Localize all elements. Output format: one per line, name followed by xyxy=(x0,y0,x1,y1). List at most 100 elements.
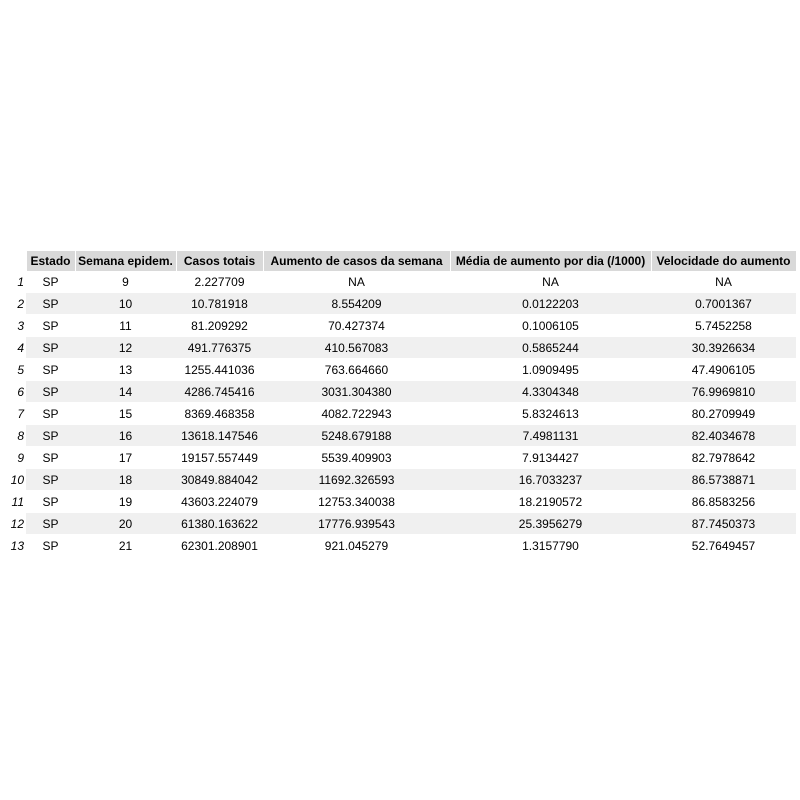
row-index: 13 xyxy=(6,534,26,557)
table-row: 2 SP 10 10.781918 8.554209 0.0122203 0.7001367 xyxy=(6,292,796,315)
table-row: 5 SP 13 1255.441036 763.664660 1.0909495 47.49… xyxy=(6,358,796,381)
cell-casos-totais: 491.776375 xyxy=(176,336,263,359)
table-row: 12 SP 20 61380.163622 17776.939543 25.3956279… xyxy=(6,512,796,535)
cell-media-aumento: 0.1006105 xyxy=(450,314,651,337)
table-row: 8 SP 16 13618.147546 5248.679188 7.4981131 82.… xyxy=(6,424,796,447)
row-index: 9 xyxy=(6,446,26,469)
cell-media-aumento: 7.4981131 xyxy=(450,424,651,447)
cell-casos-totais: 8369.468358 xyxy=(176,402,263,425)
cell-media-aumento: 7.9134427 xyxy=(450,446,651,469)
cell-semana: 11 xyxy=(75,314,176,337)
cell-semana: 20 xyxy=(75,512,176,535)
cell-casos-totais: 4286.745416 xyxy=(176,380,263,403)
header-estado: Estado xyxy=(26,251,76,271)
cell-velocidade: 76.9969810 xyxy=(651,380,796,403)
cell-casos-totais: 1255.441036 xyxy=(176,358,263,381)
table-row: 6 SP 14 4286.745416 3031.304380 4.3304348 76.9… xyxy=(6,380,796,403)
cell-semana: 10 xyxy=(75,292,176,315)
row-index: 7 xyxy=(6,402,26,425)
cell-casos-totais: 81.209292 xyxy=(176,314,263,337)
cell-estado: SP xyxy=(26,534,75,557)
cell-media-aumento: 0.0122203 xyxy=(450,292,651,315)
row-index: 3 xyxy=(6,314,26,337)
row-index: 4 xyxy=(6,336,26,359)
cell-velocidade: 86.8583256 xyxy=(651,490,796,513)
cell-velocidade: 80.2709949 xyxy=(651,402,796,425)
cell-velocidade: 30.3926634 xyxy=(651,336,796,359)
cell-semana: 19 xyxy=(75,490,176,513)
table-row: 7 SP 15 8369.468358 4082.722943 5.8324613 80.2… xyxy=(6,402,796,425)
table-row: 13 SP 21 62301.208901 921.045279 1.3157790 52.… xyxy=(6,534,796,557)
data-table: Estado Semana epidem. Casos totais Aumen… xyxy=(6,251,797,557)
header-casos-totais: Casos totais xyxy=(176,251,264,271)
cell-aumento-semana: 4082.722943 xyxy=(263,402,450,425)
cell-media-aumento: 18.2190572 xyxy=(450,490,651,513)
cell-estado: SP xyxy=(26,380,75,403)
cell-media-aumento: 4.3304348 xyxy=(450,380,651,403)
cell-aumento-semana: 5539.409903 xyxy=(263,446,450,469)
cell-aumento-semana: 3031.304380 xyxy=(263,380,450,403)
cell-media-aumento: 1.3157790 xyxy=(450,534,651,557)
cell-semana: 17 xyxy=(75,446,176,469)
cell-estado: SP xyxy=(26,271,75,293)
cell-estado: SP xyxy=(26,490,75,513)
cell-media-aumento: NA xyxy=(450,271,651,293)
cell-casos-totais: 10.781918 xyxy=(176,292,263,315)
cell-aumento-semana: 8.554209 xyxy=(263,292,450,315)
cell-semana: 18 xyxy=(75,468,176,491)
header-semana: Semana epidem. xyxy=(75,251,177,271)
cell-aumento-semana: 410.567083 xyxy=(263,336,450,359)
table-row: 10 SP 18 30849.884042 11692.326593 16.7033237… xyxy=(6,468,796,491)
cell-media-aumento: 16.7033237 xyxy=(450,468,651,491)
cell-media-aumento: 0.5865244 xyxy=(450,336,651,359)
header-velocidade: Velocidade do aumento xyxy=(651,251,797,271)
table-row: 4 SP 12 491.776375 410.567083 0.5865244 30.392… xyxy=(6,336,796,359)
cell-semana: 13 xyxy=(75,358,176,381)
cell-aumento-semana: 17776.939543 xyxy=(263,512,450,535)
cell-casos-totais: 43603.224079 xyxy=(176,490,263,513)
table-row: 3 SP 11 81.209292 70.427374 0.1006105 5.745225… xyxy=(6,314,796,337)
cell-estado: SP xyxy=(26,424,75,447)
table-row: 1 SP 9 2.227709 NA NA NA xyxy=(6,271,796,293)
header-aumento-semana: Aumento de casos da semana xyxy=(263,251,451,271)
row-index: 5 xyxy=(6,358,26,381)
cell-media-aumento: 1.0909495 xyxy=(450,358,651,381)
cell-estado: SP xyxy=(26,446,75,469)
cell-velocidade: 87.7450373 xyxy=(651,512,796,535)
row-index: 2 xyxy=(6,292,26,315)
cell-semana: 16 xyxy=(75,424,176,447)
cell-casos-totais: 19157.557449 xyxy=(176,446,263,469)
cell-casos-totais: 13618.147546 xyxy=(176,424,263,447)
cell-estado: SP xyxy=(26,358,75,381)
cell-estado: SP xyxy=(26,512,75,535)
cell-casos-totais: 61380.163622 xyxy=(176,512,263,535)
cell-media-aumento: 25.3956279 xyxy=(450,512,651,535)
cell-velocidade: 82.4034678 xyxy=(651,424,796,447)
row-index: 1 xyxy=(6,271,26,293)
cell-semana: 9 xyxy=(75,271,176,293)
row-index: 8 xyxy=(6,424,26,447)
cell-estado: SP xyxy=(26,336,75,359)
cell-aumento-semana: 921.045279 xyxy=(263,534,450,557)
cell-semana: 14 xyxy=(75,380,176,403)
table-row: 9 SP 17 19157.557449 5539.409903 7.9134427 82.… xyxy=(6,446,796,469)
table-row: 11 SP 19 43603.224079 12753.340038 18.2190572… xyxy=(6,490,796,513)
row-index-header xyxy=(6,251,27,271)
cell-estado: SP xyxy=(26,292,75,315)
cell-aumento-semana: 763.664660 xyxy=(263,358,450,381)
cell-aumento-semana: NA xyxy=(263,271,450,293)
cell-casos-totais: 30849.884042 xyxy=(176,468,263,491)
cell-estado: SP xyxy=(26,468,75,491)
row-index: 6 xyxy=(6,380,26,403)
cell-aumento-semana: 5248.679188 xyxy=(263,424,450,447)
cell-casos-totais: 62301.208901 xyxy=(176,534,263,557)
cell-velocidade: NA xyxy=(651,271,796,293)
cell-estado: SP xyxy=(26,314,75,337)
cell-casos-totais: 2.227709 xyxy=(176,271,263,293)
cell-aumento-semana: 70.427374 xyxy=(263,314,450,337)
cell-velocidade: 86.5738871 xyxy=(651,468,796,491)
cell-estado: SP xyxy=(26,402,75,425)
cell-semana: 21 xyxy=(75,534,176,557)
cell-velocidade: 47.4906105 xyxy=(651,358,796,381)
header-media-aumento: Média de aumento por dia (/1000) xyxy=(450,251,652,271)
